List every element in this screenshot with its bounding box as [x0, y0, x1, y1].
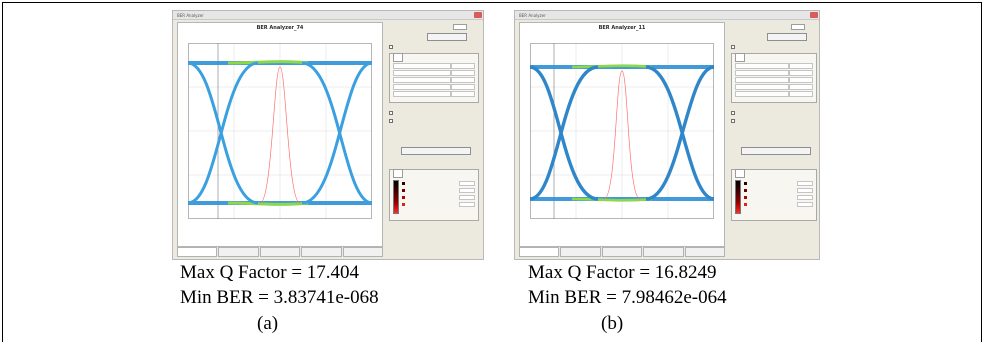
checkbox-2[interactable]: [731, 111, 735, 115]
tab-3[interactable]: [259, 247, 301, 257]
eye-diagram-plot: BER Analyzer_11: [519, 22, 725, 247]
patterns-tab[interactable]: [735, 169, 745, 178]
view-tabs: [519, 247, 726, 257]
eye-diagram: [188, 43, 372, 219]
close-icon[interactable]: [474, 12, 482, 18]
checkbox-3[interactable]: [731, 119, 735, 123]
checkbox-2[interactable]: [389, 111, 393, 115]
min-ber-b: Min BER = 7.98462e-064: [528, 287, 727, 308]
checkbox-1[interactable]: [389, 45, 393, 49]
panel-b: BER Analyzer BER Analyzer_11: [514, 10, 820, 260]
tab-2[interactable]: [560, 247, 601, 257]
signal-index-stepper[interactable]: [791, 24, 805, 30]
grid: [188, 43, 372, 219]
options-button[interactable]: [767, 33, 807, 41]
pattern-list: [744, 180, 813, 208]
metrics-table: [735, 63, 813, 98]
plot-title: BER Analyzer_11: [598, 25, 646, 31]
close-icon[interactable]: [810, 12, 818, 18]
color-scale: [735, 180, 741, 214]
checkbox-1[interactable]: [731, 45, 735, 49]
window-titlebar: BER Analyzer: [173, 11, 483, 20]
calculate-button[interactable]: [741, 147, 811, 155]
window-title: BER Analyzer: [177, 13, 204, 18]
analysis-groupbox: [731, 53, 817, 103]
ber-analyzer-window: BER Analyzer BER Analyzer_74: [172, 10, 484, 260]
patterns-tab[interactable]: [393, 169, 403, 178]
figure-frame: [2, 2, 982, 342]
analysis-groupbox: [389, 53, 479, 103]
patterns-groupbox: [731, 169, 817, 221]
eye-diagram: [530, 43, 714, 219]
panel-label-b: (b): [601, 313, 624, 334]
calculate-button[interactable]: [401, 147, 471, 155]
tab-4[interactable]: [301, 247, 342, 257]
plot-border: [188, 43, 372, 219]
color-scale: [393, 180, 399, 214]
max-q-factor-b: Max Q Factor = 16.8249: [528, 262, 717, 283]
eye-traces: [188, 60, 372, 206]
panel-a: BER Analyzer BER Analyzer_74: [172, 10, 484, 260]
tab-5[interactable]: [342, 247, 384, 257]
options-button[interactable]: [427, 33, 467, 41]
min-ber-a: Min BER = 3.83741e-068: [180, 287, 379, 308]
ber-analyzer-window: BER Analyzer BER Analyzer_11: [514, 10, 820, 260]
plot-title: BER Analyzer_74: [256, 25, 304, 31]
max-q-factor-a: Max Q Factor = 17.404: [180, 262, 360, 283]
options-panel: [729, 22, 817, 256]
analysis-tab[interactable]: [735, 53, 745, 62]
checkbox-3[interactable]: [389, 119, 393, 123]
view-tabs: [177, 247, 384, 257]
analysis-tab[interactable]: [393, 53, 403, 62]
pattern-list: [402, 180, 475, 208]
eye-diagram-plot: BER Analyzer_74: [177, 22, 383, 247]
signal-index-stepper[interactable]: [453, 24, 467, 30]
tab-1[interactable]: [519, 247, 560, 257]
panel-label-a: (a): [257, 313, 279, 334]
eye-traces: [530, 64, 714, 202]
tab-2[interactable]: [218, 247, 259, 257]
tab-5[interactable]: [684, 247, 726, 257]
grid: [530, 43, 714, 219]
tab-3[interactable]: [601, 247, 643, 257]
tab-4[interactable]: [643, 247, 684, 257]
window-titlebar: BER Analyzer: [515, 11, 819, 20]
window-title: BER Analyzer: [519, 13, 546, 18]
metrics-table: [393, 63, 475, 98]
tab-1[interactable]: [177, 247, 218, 257]
patterns-groupbox: [389, 169, 479, 221]
plot-border: [530, 43, 714, 219]
options-panel: [387, 22, 480, 256]
